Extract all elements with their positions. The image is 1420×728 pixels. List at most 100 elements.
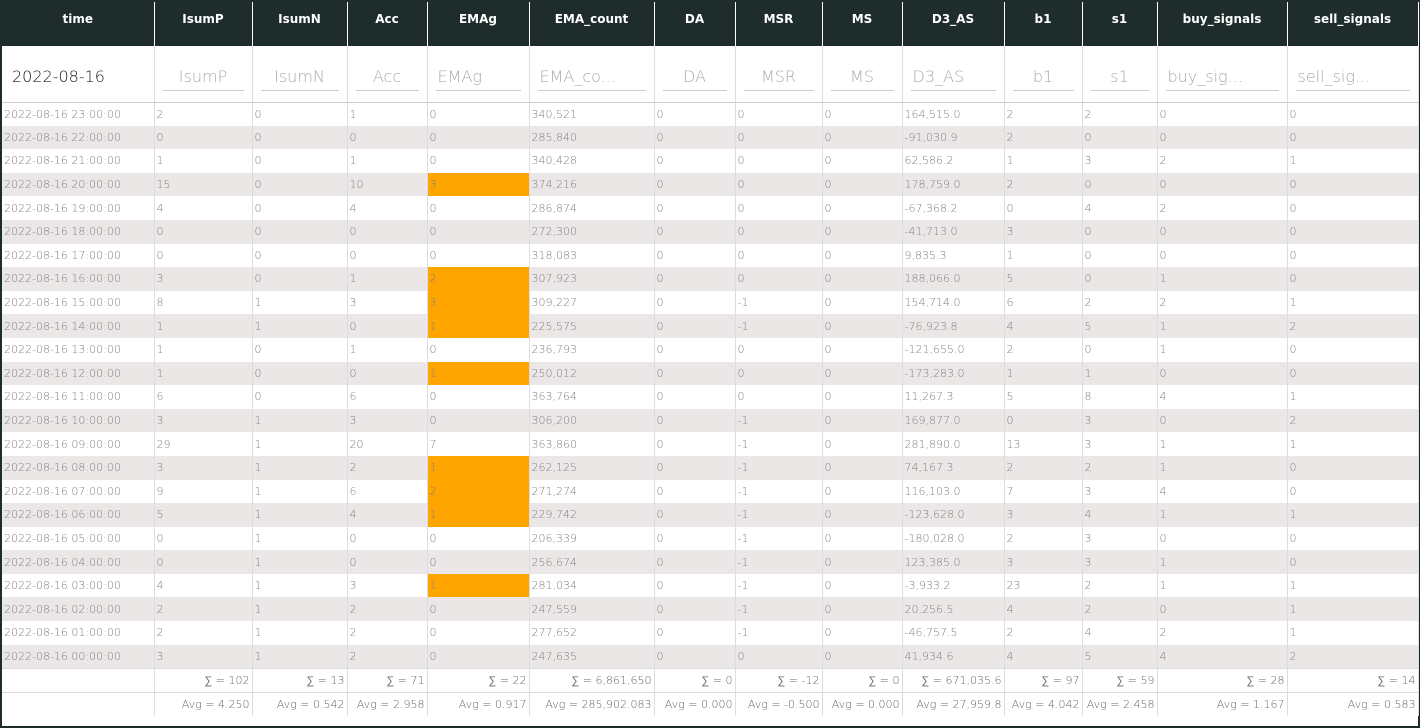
- cell: 0: [427, 337, 530, 362]
- filter-input[interactable]: buy_sig...: [1165, 63, 1279, 91]
- cell: 0: [654, 455, 736, 480]
- filter-input[interactable]: b1: [1012, 63, 1074, 91]
- footer-cell: [2, 667, 155, 693]
- cell: 281,034: [529, 573, 655, 598]
- filter-cell: D3_AS: [902, 46, 1005, 103]
- cell: -1: [735, 455, 823, 480]
- cell: 2022-08-16 23:00:00: [2, 102, 155, 126]
- cell: 0: [1287, 455, 1419, 480]
- cell: -180,028.0: [902, 526, 1005, 551]
- cell: 0: [252, 267, 348, 291]
- filter-input[interactable]: IsumP: [162, 63, 244, 91]
- cell: 0: [735, 361, 823, 386]
- column-header[interactable]: DA: [654, 2, 736, 46]
- cell: 1: [1287, 621, 1419, 645]
- cell: 0: [1287, 337, 1419, 362]
- cell: 1: [1157, 550, 1288, 574]
- filter-input[interactable]: EMA_co...: [537, 63, 646, 91]
- cell: 116,103.0: [902, 479, 1005, 504]
- footer-cell: ∑ = 13: [252, 667, 348, 693]
- column-header[interactable]: D3_AS: [902, 2, 1005, 46]
- column-header[interactable]: buy_signals: [1157, 2, 1288, 46]
- filter-input[interactable]: 2022-08-16: [12, 67, 105, 87]
- filter-cell: MS: [822, 46, 903, 103]
- column-header[interactable]: s1: [1082, 2, 1158, 46]
- cell: 0: [822, 102, 903, 126]
- cell: 0: [427, 219, 530, 244]
- cell: -1: [735, 432, 823, 456]
- column-header[interactable]: IsumP: [154, 2, 253, 46]
- cell: 0: [1287, 102, 1419, 126]
- cell: 250,012: [529, 361, 655, 386]
- column-header[interactable]: Acc: [347, 2, 428, 46]
- cell: 3: [154, 267, 253, 291]
- filter-input[interactable]: sell_sig...: [1295, 63, 1410, 91]
- sum-row: ∑ = 102 ∑ = 13 ∑ = 71 ∑ = 22 ∑ = 6,861,650 ∑ …: [2, 667, 1419, 693]
- cell: 0: [822, 597, 903, 622]
- cell: -91,030.9: [902, 125, 1005, 150]
- filter-input[interactable]: Acc: [355, 63, 419, 91]
- cell: 0: [822, 479, 903, 504]
- cell: 1: [154, 149, 253, 173]
- cell: 1: [1157, 503, 1288, 527]
- cell: -67,368.2: [902, 196, 1005, 220]
- cell: 2022-08-16 04:00:00: [2, 550, 155, 574]
- data-row: 2022-08-16 15:00:00 8 1 3 3 309,227 0 -1 0 154,71…: [2, 290, 1419, 315]
- cell: 0: [427, 385, 530, 409]
- cell: 2: [1004, 172, 1083, 197]
- column-header[interactable]: IsumN: [252, 2, 348, 46]
- column-header[interactable]: MS: [822, 2, 903, 46]
- cell: 0: [1287, 550, 1419, 574]
- data-row: 2022-08-16 20:00:00 15 0 10 3 374,216 0 0 0 178,7…: [2, 172, 1419, 197]
- column-header[interactable]: MSR: [735, 2, 823, 46]
- filter-input[interactable]: D3_AS: [910, 63, 996, 91]
- cell: 1: [1157, 455, 1288, 480]
- cell: 2: [1157, 290, 1288, 315]
- cell: 0: [822, 455, 903, 480]
- cell: 0: [822, 267, 903, 291]
- cell: 0: [154, 243, 253, 268]
- column-header[interactable]: time: [2, 2, 155, 46]
- cell: 0: [427, 621, 530, 645]
- column-header[interactable]: b1: [1004, 2, 1083, 46]
- cell: 0: [427, 526, 530, 551]
- cell: 4: [1082, 503, 1158, 527]
- column-header[interactable]: EMA_count: [529, 2, 655, 46]
- data-row: 2022-08-16 09:00:00 29 1 20 7 363,860 0 -1 0 281,…: [2, 432, 1419, 456]
- cell: 1: [1287, 290, 1419, 315]
- cell: 236,793: [529, 337, 655, 362]
- cell: 2022-08-16 00:00:00: [2, 644, 155, 669]
- data-row: 2022-08-16 12:00:00 1 0 0 1 250,012 0 0 0 -173,28…: [2, 361, 1419, 386]
- filter-cell: IsumN: [252, 46, 348, 103]
- cell: 1: [1082, 361, 1158, 386]
- filter-input[interactable]: EMAg: [435, 63, 521, 91]
- filter-input[interactable]: MS: [830, 63, 894, 91]
- filter-input[interactable]: s1: [1090, 63, 1149, 91]
- column-header[interactable]: EMAg: [427, 2, 530, 46]
- cell: 0: [1157, 361, 1288, 386]
- filter-input[interactable]: DA: [662, 63, 727, 91]
- cell: 2022-08-16 02:00:00: [2, 597, 155, 622]
- cell: 0: [654, 290, 736, 315]
- cell: 0: [654, 644, 736, 669]
- cell: 2022-08-16 11:00:00: [2, 385, 155, 409]
- filter-input[interactable]: IsumN: [260, 63, 339, 91]
- cell: -1: [735, 573, 823, 598]
- cell: 2: [1004, 621, 1083, 645]
- cell: 0: [654, 196, 736, 220]
- cell: 0: [1082, 243, 1158, 268]
- cell: 0: [1157, 172, 1288, 197]
- cell: 6: [1004, 290, 1083, 315]
- filter-input[interactable]: MSR: [743, 63, 814, 91]
- column-header[interactable]: sell_signals: [1287, 2, 1419, 46]
- cell: 0: [654, 479, 736, 504]
- cell: 13: [1004, 432, 1083, 456]
- cell: 0: [1287, 196, 1419, 220]
- data-row: 2022-08-16 07:00:00 9 1 6 2 271,274 0 -1 0 116,10…: [2, 479, 1419, 504]
- cell: 0: [1287, 479, 1419, 504]
- cell: -123,628.0: [902, 503, 1005, 527]
- cell: 0: [1287, 219, 1419, 244]
- cell: -1: [735, 550, 823, 574]
- cell: 1: [252, 644, 348, 669]
- filter-cell: IsumP: [154, 46, 253, 103]
